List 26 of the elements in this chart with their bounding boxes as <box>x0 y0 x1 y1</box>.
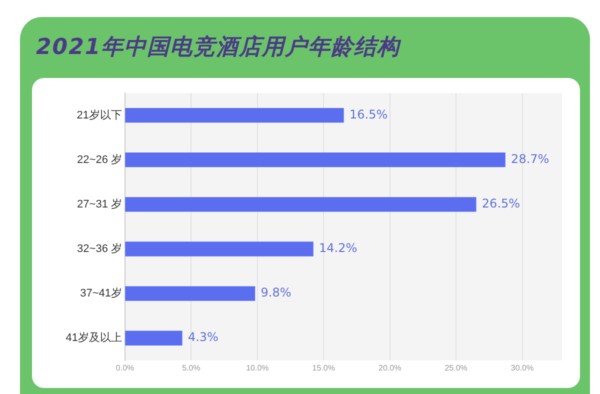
data-label: 16.5% <box>350 107 388 122</box>
bar <box>125 108 344 123</box>
y-tick-label: 21岁以下 <box>76 108 122 122</box>
bar <box>125 242 314 256</box>
x-tick-label: 25.0% <box>444 363 468 372</box>
bar <box>125 286 256 301</box>
bar <box>125 197 476 212</box>
data-label: 26.5% <box>482 196 520 211</box>
y-tick-label: 32~36 岁 <box>77 243 122 256</box>
data-label: 9.8% <box>260 286 292 300</box>
y-tick-label: 37~41岁 <box>80 288 122 300</box>
x-tick-label: 10.0% <box>246 363 269 372</box>
bar <box>125 152 506 168</box>
chart-title: 2021年中国电竞酒店用户年龄结构 <box>36 34 400 62</box>
bar <box>125 330 182 346</box>
y-tick-label: 27~31 岁 <box>77 198 122 210</box>
x-tick-label: 15.0% <box>312 363 335 372</box>
y-tick-label: 41岁及以上 <box>66 331 122 344</box>
data-label: 28.7% <box>511 152 550 166</box>
x-tick-label: 0.0% <box>116 363 134 372</box>
x-tick-label: 5.0% <box>182 363 200 372</box>
y-tick-label: 22~26 岁 <box>77 154 122 166</box>
data-label: 4.3% <box>188 330 218 344</box>
x-tick-label: 30.0% <box>510 363 534 372</box>
data-label: 14.2% <box>319 241 358 256</box>
x-tick-label: 20.0% <box>378 363 402 372</box>
